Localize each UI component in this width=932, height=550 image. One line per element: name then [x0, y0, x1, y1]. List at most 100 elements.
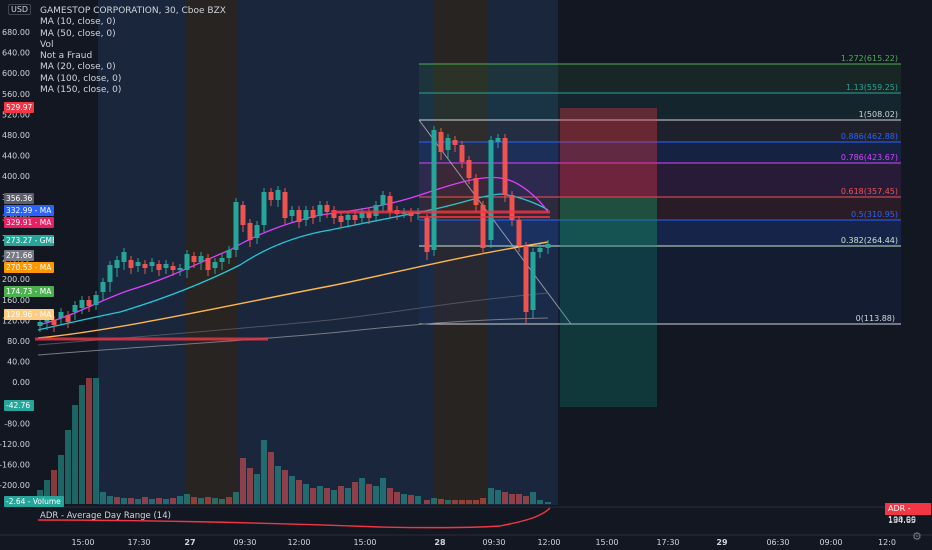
time-tick-label: 27: [184, 538, 195, 547]
candle-body: [233, 202, 239, 250]
legend-ma150[interactable]: MA (150, close, 0): [40, 85, 122, 96]
candle-body: [275, 190, 281, 200]
candle-body: [142, 264, 148, 268]
price-tick-label: 640.00: [2, 49, 30, 58]
volume-bar: [387, 488, 393, 504]
price-tick-label: -200.00: [0, 481, 30, 490]
volume-bar: [537, 500, 543, 504]
price-tag: -2.64 - Volume: [4, 496, 64, 507]
legend-ma10[interactable]: MA (10, close, 0): [40, 17, 116, 28]
legend-not-a-fraud[interactable]: Not a Fraud: [40, 51, 93, 62]
volume-bar: [226, 497, 232, 504]
candle-body: [261, 192, 267, 225]
candle-body: [359, 212, 365, 218]
adr-indicator-label[interactable]: ADR - Average Day Range (14): [40, 511, 171, 521]
candle-body: [545, 244, 551, 248]
volume-bar: [198, 498, 204, 504]
legend-ma20[interactable]: MA (20, close, 0): [40, 62, 116, 73]
candle-body: [72, 305, 78, 312]
time-tick-label: 15:00: [595, 538, 618, 547]
volume-bar: [114, 497, 120, 504]
symbol-title[interactable]: GAMESTOP CORPORATION, 30, Cboe BZX: [40, 6, 226, 16]
candle-body: [177, 268, 183, 270]
legend-ma50[interactable]: MA (50, close, 0): [40, 28, 116, 39]
volume-bar: [72, 405, 78, 504]
candle-body: [324, 205, 330, 212]
candle-body: [502, 138, 508, 195]
volume-bar: [135, 499, 141, 504]
volume-bar: [142, 497, 148, 504]
candle-body: [530, 252, 536, 310]
volume-bar: [177, 496, 183, 504]
time-tick-label: 09:30: [233, 538, 256, 547]
price-tag: 270.53 - MA: [4, 262, 54, 273]
fibonacci-retracement[interactable]: 1.272(615.22) 1.13(559.25) 1(508.02) 0.8…: [418, 54, 901, 325]
candle-body: [331, 210, 337, 218]
candle-body: [100, 282, 106, 292]
candle-body: [509, 195, 515, 220]
candle-body: [240, 205, 246, 225]
short-position-tool[interactable]: [560, 108, 657, 407]
price-tag: 271.66: [4, 250, 34, 261]
candle-body: [495, 138, 501, 142]
price-tick-label: 80.00: [7, 337, 30, 346]
time-tick-label: 06:30: [766, 538, 789, 547]
candle-body: [107, 265, 113, 282]
volume-bar: [275, 466, 281, 504]
volume-bar: [445, 500, 451, 504]
time-axis[interactable]: 15:00 17:30 27 09:30 12:00 15:00 28 09:30 12:00 1…: [0, 534, 932, 550]
candle-body: [473, 178, 479, 205]
candle-body: [380, 195, 386, 205]
volume-bar: [303, 484, 309, 504]
gear-icon[interactable]: ⚙: [912, 531, 922, 543]
candle-body: [212, 262, 218, 268]
candle-body: [466, 160, 472, 178]
legend-ma100[interactable]: MA (100, close, 0): [40, 73, 122, 84]
time-tick-label: 12:00: [537, 538, 560, 547]
time-tick-label: 12:0: [878, 538, 896, 547]
candlesticks: [37, 126, 551, 332]
price-tick-label: 480.00: [2, 131, 30, 140]
time-tick-label: 17:30: [656, 538, 679, 547]
volume-bar: [352, 482, 358, 504]
candle-body: [338, 216, 344, 222]
volume-bar: [530, 492, 536, 504]
volume-bar: [310, 488, 316, 504]
fib-level-1: 1(508.02): [859, 110, 898, 119]
candle-body: [51, 320, 57, 325]
price-tick-label: 680.00: [2, 28, 30, 37]
volume-bar: [401, 494, 407, 504]
candle-body: [488, 140, 494, 240]
fib-level-0618: 0.618(357.45): [841, 187, 898, 196]
volume-bar: [254, 474, 260, 504]
candle-body: [254, 225, 260, 238]
volume-bar: [100, 492, 106, 504]
volume-bar: [438, 499, 444, 504]
candle-body: [310, 210, 316, 218]
volume-bar: [502, 492, 508, 504]
candle-body: [282, 192, 288, 218]
candle-body: [65, 315, 71, 322]
candle-body: [303, 210, 309, 220]
price-tick-label: 160.00: [2, 296, 30, 305]
volume-bar: [93, 378, 99, 504]
candle-body: [537, 248, 543, 252]
fib-level-113: 1.13(559.25): [846, 83, 898, 92]
volume-bar: [480, 498, 486, 504]
volume-bar: [415, 496, 421, 504]
legend-vol[interactable]: Vol: [40, 39, 54, 50]
horizontal-rays[interactable]: [35, 210, 550, 341]
volume-bar: [523, 496, 529, 504]
fib-level-0786: 0.786(423.67): [841, 153, 898, 162]
volume-bar: [219, 499, 225, 504]
candle-body: [93, 295, 99, 305]
price-tick-label: -160.00: [0, 461, 30, 470]
price-tick-label: 440.00: [2, 152, 30, 161]
volume-bar: [473, 500, 479, 504]
price-tag: 529.97: [4, 102, 34, 113]
volume-bar: [261, 440, 267, 504]
currency-badge[interactable]: USD: [8, 4, 32, 15]
candle-body: [156, 264, 162, 270]
volume-bar: [345, 488, 351, 504]
